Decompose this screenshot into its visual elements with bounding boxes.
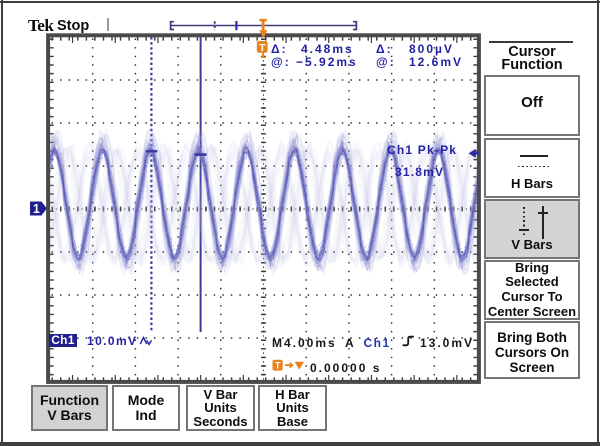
svg-text:T: T bbox=[275, 361, 281, 372]
svg-text:T: T bbox=[259, 42, 266, 54]
svg-text:1: 1 bbox=[33, 202, 40, 216]
